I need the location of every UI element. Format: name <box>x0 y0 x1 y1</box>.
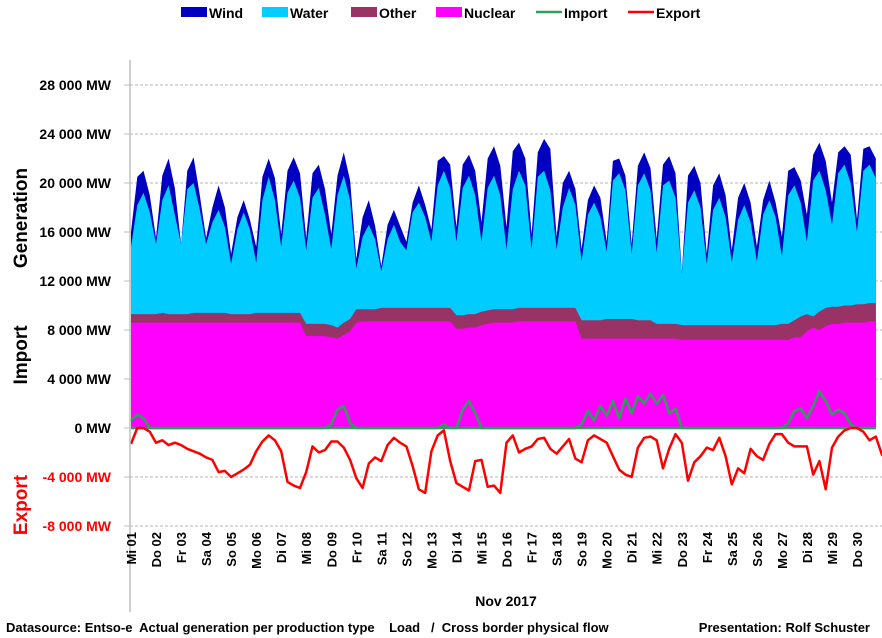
footer-presentation: Presentation: Rolf Schuster <box>699 620 870 635</box>
flow-lines <box>129 390 882 495</box>
legend-swatch-nuclear <box>436 7 462 17</box>
y-tick-label: 0 MW <box>74 420 111 436</box>
legend-label-wind: Wind <box>209 5 243 21</box>
x-axis-title: Nov 2017 <box>475 593 537 609</box>
legend-swatch-water <box>262 7 288 17</box>
legend-label-export: Export <box>656 5 701 21</box>
x-tick-label: Mi 01 <box>124 532 139 565</box>
legend-label-import: Import <box>564 5 608 21</box>
y-axis-title-import: Import <box>11 325 32 385</box>
x-tick-label: Mo 13 <box>424 532 439 569</box>
y-tick-label: 12 000 MW <box>39 273 111 289</box>
legend-label-water: Water <box>290 5 329 21</box>
y-axis-title-export: Export <box>11 474 32 535</box>
area-nuclear <box>131 321 876 428</box>
y-tick-label: 4 000 MW <box>47 371 112 387</box>
x-tick-label: Mi 22 <box>650 532 665 565</box>
x-tick-label: Sa 25 <box>725 532 740 566</box>
x-tick-label: Mo 20 <box>600 532 615 569</box>
x-tick-label: Do 09 <box>324 532 339 567</box>
x-tick-label: Sa 18 <box>550 532 565 566</box>
x-tick-label: So 19 <box>575 532 590 567</box>
x-tick-label: Mo 27 <box>775 532 790 569</box>
x-tick-label: Di 28 <box>800 532 815 563</box>
x-tick-label: Mo 06 <box>249 532 264 569</box>
y-tick-labels: 28 000 MW 24 000 MW 20 000 MW 16 000 MW 12 0… <box>39 77 111 534</box>
x-tick-label: Mi 08 <box>299 532 314 565</box>
legend: Wind Water Other Nuclear Import Export <box>181 5 701 21</box>
x-tick-label: So 26 <box>750 532 765 567</box>
x-tick-label: Fr 24 <box>700 531 715 563</box>
y-tick-label: 20 000 MW <box>39 175 111 191</box>
x-tick-label: Di 07 <box>274 532 289 563</box>
x-tick-label: Do 02 <box>149 532 164 567</box>
legend-label-nuclear: Nuclear <box>464 5 516 21</box>
x-tick-label: Do 30 <box>850 532 865 567</box>
x-tick-label: Sa 04 <box>199 531 214 566</box>
x-tick-label: So 05 <box>224 532 239 567</box>
x-tick-label: Fr 17 <box>525 532 540 563</box>
x-tick-label: Do 16 <box>500 532 515 567</box>
y-tick-label: 24 000 MW <box>39 126 111 142</box>
legend-swatch-other <box>351 7 377 17</box>
y-tick-label: 28 000 MW <box>39 77 111 93</box>
x-tick-label: Mi 15 <box>475 532 490 565</box>
x-tick-label: Sa 11 <box>374 532 389 565</box>
legend-label-other: Other <box>379 5 417 21</box>
x-tick-label: Di 14 <box>449 531 464 563</box>
x-tick-label: Di 21 <box>625 532 640 563</box>
legend-swatch-wind <box>181 7 207 17</box>
y-tick-label: -4 000 MW <box>43 469 112 485</box>
line-export <box>129 426 882 495</box>
line-import <box>130 390 876 430</box>
x-tick-label: Fr 10 <box>349 532 364 563</box>
y-axis-titles: Generation Import Export <box>11 168 32 535</box>
x-tick-label: So 12 <box>399 532 414 567</box>
y-tick-label: 8 000 MW <box>47 322 112 338</box>
y-tick-label: -8 000 MW <box>43 518 112 534</box>
x-tick-label: Do 23 <box>675 532 690 567</box>
x-tick-label: Fr 03 <box>174 532 189 563</box>
x-tick-label: Mi 29 <box>825 532 840 565</box>
footer-datasource: Datasource: Entso-e Actual generation pe… <box>6 620 610 635</box>
y-axis-title-generation: Generation <box>11 168 32 268</box>
y-tick-label: 16 000 MW <box>39 224 111 240</box>
stacked-areas <box>131 138 876 428</box>
x-tick-labels: Mi 01 Do 02 Fr 03 Sa 04 So 05 Mo 06 Di 07 Mi 08… <box>124 531 865 569</box>
